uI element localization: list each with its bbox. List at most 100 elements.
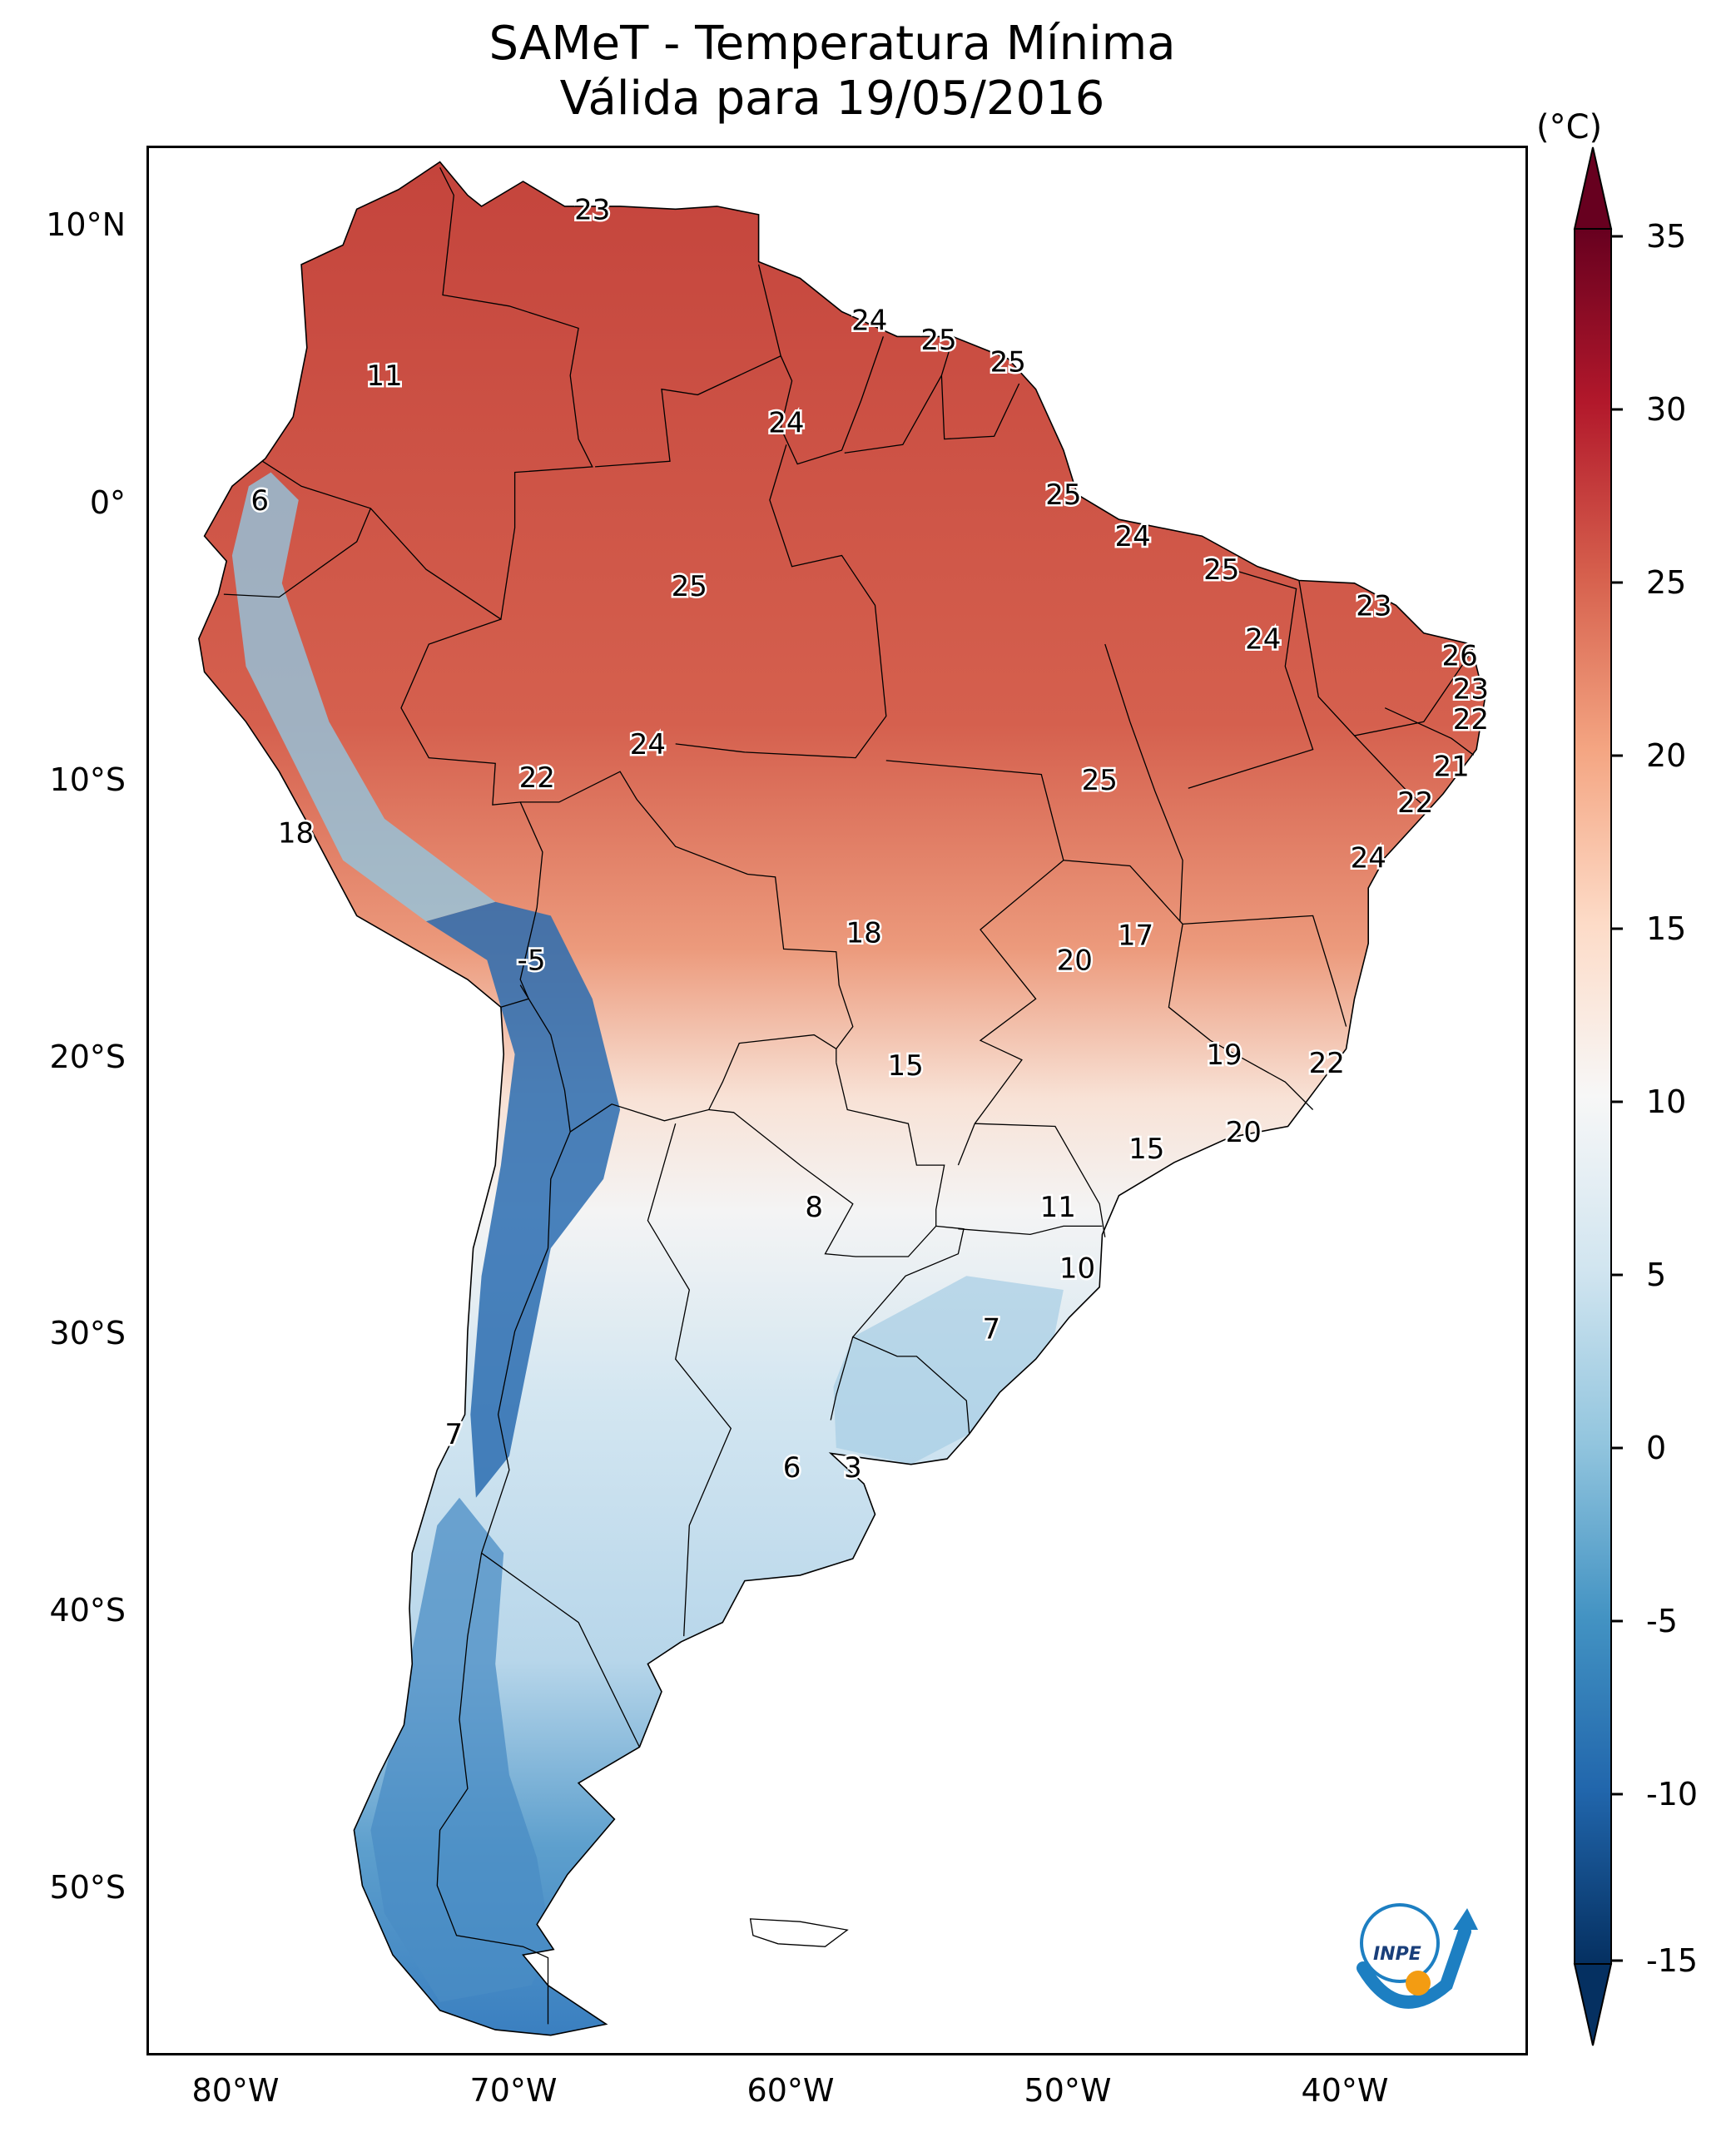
colorbar-unit: (°C) bbox=[1536, 108, 1603, 146]
temperature-label: 6 bbox=[783, 1451, 801, 1485]
temperature-label: -5 bbox=[518, 945, 546, 978]
temperature-label: 17 bbox=[1118, 920, 1153, 953]
country-border-line bbox=[975, 1123, 1106, 1237]
temperature-label: 10 bbox=[1059, 1252, 1095, 1285]
colorbar-tick-label: 25 bbox=[1646, 564, 1687, 601]
country-border-line bbox=[223, 508, 371, 598]
colorbar-tick-label: 20 bbox=[1646, 737, 1687, 774]
temperature-label: 6 bbox=[250, 484, 269, 518]
temperature-label: 26 bbox=[1441, 639, 1477, 672]
title-line-2: Válida para 19/05/2016 bbox=[559, 72, 1105, 126]
colorbar-tick-label: -15 bbox=[1646, 1942, 1699, 1979]
country-border-line bbox=[1104, 643, 1183, 922]
lon-tick-label: 60°W bbox=[746, 2072, 835, 2109]
temperature-label: 20 bbox=[1226, 1116, 1262, 1149]
inpe-logo: INPE bbox=[1357, 1903, 1478, 2009]
country-border-line bbox=[851, 1225, 970, 1435]
lat-tick-label: 20°S bbox=[49, 1039, 126, 1075]
temperature-label: 18 bbox=[278, 817, 314, 850]
country-border-line bbox=[595, 264, 781, 468]
temperature-label: 7 bbox=[444, 1418, 463, 1451]
temperature-label: 25 bbox=[672, 570, 707, 603]
country-border-line bbox=[519, 984, 837, 1133]
country-border-line bbox=[647, 1123, 732, 1637]
title-line-1: SAMeT - Temperatura Mínima bbox=[489, 17, 1176, 71]
country-border-line bbox=[780, 336, 885, 465]
lat-tick-label: 10°S bbox=[49, 761, 126, 798]
country-border-line bbox=[520, 771, 854, 1063]
lat-tick-label: 50°S bbox=[49, 1869, 126, 1906]
temperature-label: 3 bbox=[844, 1451, 862, 1485]
temperature-label: 25 bbox=[990, 345, 1026, 379]
temperature-label: 23 bbox=[1453, 672, 1489, 706]
country-border-line bbox=[1183, 915, 1347, 1027]
lon-tick-label: 40°W bbox=[1301, 2072, 1389, 2109]
map-panel: 23 11 24 25 25 24 6 25 24 25 25 23 24 26 23 22 24 22 25 21 2… bbox=[146, 146, 1528, 2055]
colorbar-tick-label: 15 bbox=[1646, 910, 1687, 947]
country-border-line bbox=[940, 375, 1020, 440]
temperature-label: 11 bbox=[366, 359, 402, 393]
south-america-landmass bbox=[198, 161, 1486, 2036]
lat-tick-label: 0° bbox=[89, 484, 126, 521]
temperature-label: 25 bbox=[920, 324, 956, 357]
colorbar bbox=[1573, 146, 1623, 2046]
colorbar-top-arrow bbox=[1573, 146, 1613, 230]
logo-text: INPE bbox=[1373, 1944, 1421, 1965]
colorbar-tick-label: 5 bbox=[1646, 1257, 1667, 1293]
map-title: SAMeT - Temperatura Mínima Válida para 1… bbox=[0, 17, 1664, 126]
country-border-line bbox=[436, 1131, 571, 2025]
andes-cold-band bbox=[231, 472, 1064, 2002]
temperature-label: 7 bbox=[982, 1313, 1000, 1346]
temperature-label: 22 bbox=[1453, 703, 1489, 736]
lat-tick-label: 10°N bbox=[46, 206, 126, 243]
temperature-label: 24 bbox=[1351, 842, 1386, 875]
country-border-line bbox=[708, 1062, 945, 1257]
colorbar-bottom-arrow bbox=[1573, 1963, 1613, 2046]
lon-tick-label: 70°W bbox=[469, 2072, 558, 2109]
temperature-label: 19 bbox=[1206, 1039, 1242, 1072]
country-border-line bbox=[1384, 707, 1475, 756]
lat-tick-label: 30°S bbox=[49, 1315, 126, 1351]
country-border-line bbox=[1188, 566, 1314, 789]
temperature-label: 18 bbox=[846, 916, 881, 950]
colorbar-tick-label: 30 bbox=[1646, 391, 1687, 428]
temperature-label: 15 bbox=[887, 1049, 923, 1083]
temperature-label: 24 bbox=[630, 728, 666, 761]
country-borders bbox=[223, 167, 1475, 2025]
temperature-label: 15 bbox=[1128, 1133, 1164, 1166]
temperature-label: 8 bbox=[805, 1191, 823, 1224]
temperature-label: 24 bbox=[1245, 622, 1281, 656]
temperature-label: 23 bbox=[1356, 589, 1391, 622]
country-border-line bbox=[481, 1552, 640, 1748]
colorbar-scale bbox=[1574, 228, 1612, 1965]
colorbar-tick-label: -10 bbox=[1646, 1776, 1699, 1812]
country-border-line bbox=[830, 1336, 854, 1421]
lat-tick-label: 40°S bbox=[49, 1592, 126, 1629]
colorbar-tick-label: 35 bbox=[1646, 218, 1687, 255]
country-border-line bbox=[675, 444, 887, 759]
colorbar-tick-label: -5 bbox=[1646, 1603, 1678, 1639]
colorbar-tick-label: 0 bbox=[1646, 1430, 1667, 1466]
temperature-label: 21 bbox=[1433, 751, 1469, 784]
falkland-islands bbox=[749, 1918, 849, 1947]
temperature-label: 25 bbox=[1203, 553, 1239, 587]
temperature-label: 24 bbox=[1114, 520, 1150, 553]
colorbar-tick-label: 10 bbox=[1646, 1083, 1687, 1120]
country-border-line bbox=[958, 1225, 1103, 1236]
temperature-label: 25 bbox=[1045, 478, 1081, 512]
country-border-line bbox=[262, 167, 593, 621]
temperature-label: 22 bbox=[519, 761, 555, 795]
country-border-line bbox=[1354, 735, 1433, 814]
temperature-label: 22 bbox=[1397, 786, 1433, 820]
temperature-label: 24 bbox=[768, 407, 804, 440]
lon-tick-label: 50°W bbox=[1024, 2072, 1112, 2109]
temperature-label: 24 bbox=[851, 305, 887, 338]
lon-tick-label: 80°W bbox=[191, 2072, 280, 2109]
temperature-label: 11 bbox=[1040, 1191, 1076, 1224]
temperature-label: 25 bbox=[1082, 764, 1118, 797]
country-border-line bbox=[400, 618, 543, 1008]
temperature-label: 23 bbox=[574, 193, 610, 226]
country-border-line bbox=[844, 339, 954, 454]
